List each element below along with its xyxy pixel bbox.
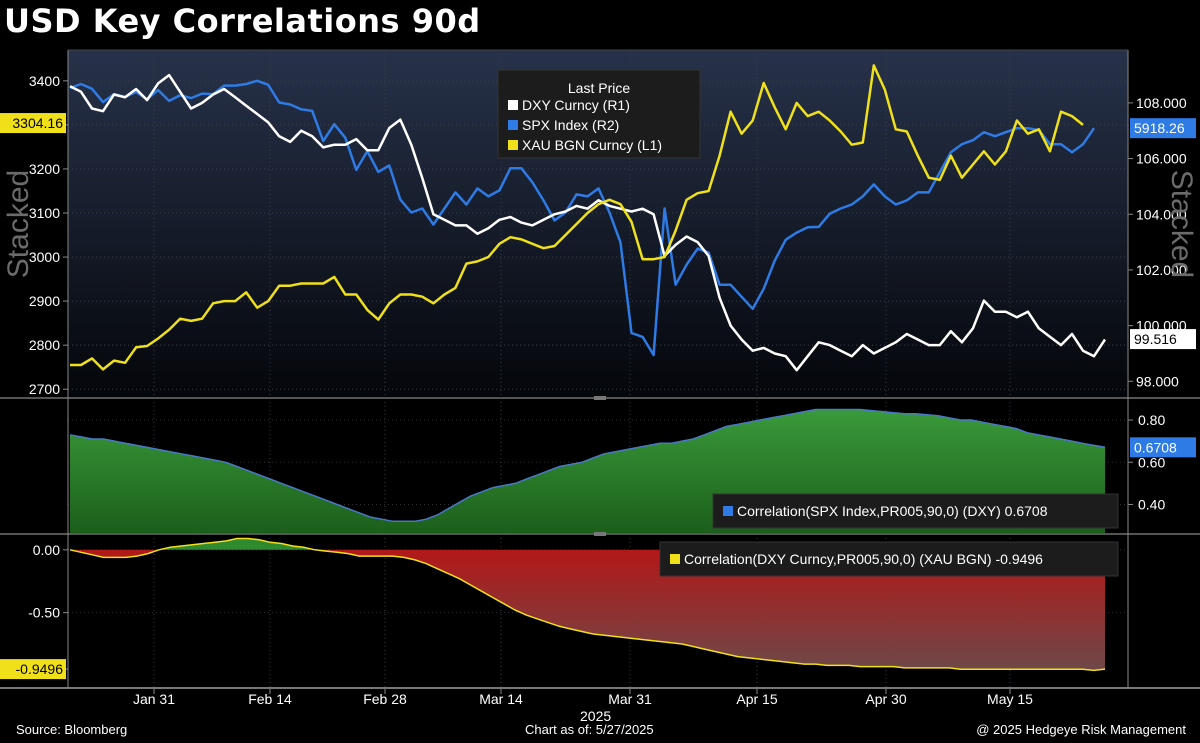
left-tick-label: 3000 <box>29 249 60 265</box>
series-line-spx <box>69 79 1096 357</box>
legend-title: Last Price <box>568 80 630 96</box>
xau-corr-last-value-tag: -0.9496 <box>0 659 66 680</box>
left-axis-label: Stacked <box>2 170 35 278</box>
left-tick-label: 3400 <box>29 73 60 89</box>
legend-label-xau-corr: Correlation(DXY Curncy,PR005,90,0) (XAU … <box>684 551 1043 567</box>
legend-swatch-spx <box>508 120 518 130</box>
x-tick-label: Apr 15 <box>736 691 777 707</box>
xau-corr-last-value-tag-text: -0.9496 <box>16 661 64 677</box>
source-note: Source: Bloomberg <box>16 722 128 737</box>
xau-corr-positive-area <box>70 538 1105 550</box>
x-tick-label: Mar 14 <box>479 691 523 707</box>
left-tick-label: 3200 <box>29 161 60 177</box>
spx-corr-line <box>69 408 1106 523</box>
legend-swatch-xau <box>508 140 518 150</box>
spx-corr-last-value-tag: 0.6708 <box>1130 437 1196 458</box>
xau-last-value-tag-text: 3304.16 <box>12 115 63 131</box>
spx-last-value-tag: 5918.26 <box>1130 118 1196 139</box>
spx-corr-legend: Correlation(SPX Index,PR005,90,0) (DXY) … <box>712 493 1119 529</box>
copyright-note: @ 2025 Hedgeye Risk Management <box>976 722 1186 737</box>
chart-as-of-note: Chart as of: 5/27/2025 <box>525 722 654 737</box>
xau-last-value-tag-bg <box>0 113 66 134</box>
spx-corr-tick-label: 0.60 <box>1138 454 1165 470</box>
spx-last-value-tag-bg <box>1130 118 1196 139</box>
x-tick-label: Jan 31 <box>133 691 175 707</box>
xau-corr-line <box>69 537 1106 672</box>
spx-corr-last-value-tag-text: 0.6708 <box>1134 439 1177 455</box>
panel-resize-handle[interactable] <box>594 396 606 400</box>
dxy-last-value-tag-text: 99.516 <box>1134 331 1177 347</box>
right-tick-label: 98.000 <box>1136 373 1179 389</box>
spx-last-value-tag-text: 5918.26 <box>1134 120 1185 136</box>
left-tick-label: 2700 <box>29 381 60 397</box>
series-line-dxy <box>69 73 1107 372</box>
left-tick-label: 3100 <box>29 205 60 221</box>
legend-label-spx: SPX Index (R2) <box>522 117 619 133</box>
dxy-last-value-tag: 99.516 <box>1130 329 1196 350</box>
legend-label-xau: XAU BGN Curncy (L1) <box>522 137 662 153</box>
right-axis-label: Stacked <box>1165 170 1198 278</box>
legend-label-dxy: DXY Curncy (R1) <box>522 97 630 113</box>
xau-corr-tick-label: 0.00 <box>33 542 60 558</box>
left-tick-label: 2800 <box>29 337 60 353</box>
series-line-xau <box>70 64 1084 371</box>
x-tick-label: Mar 31 <box>608 691 652 707</box>
right-tick-label: 102.000 <box>1136 262 1187 278</box>
price-legend: Last Price DXY Curncy (R1) SPX Index (R2… <box>497 69 701 159</box>
left-tick-label: 2900 <box>29 293 60 309</box>
right-tick-label: 106.000 <box>1136 151 1187 167</box>
spx-corr-tick-label: 0.40 <box>1138 496 1165 512</box>
legend-swatch-dxy <box>508 100 518 110</box>
right-tick-label: 104.000 <box>1136 206 1187 222</box>
xau-corr-tick-label: -0.50 <box>28 605 60 621</box>
x-tick-label: May 15 <box>987 691 1033 707</box>
legend-label-spx-corr: Correlation(SPX Index,PR005,90,0) (DXY) … <box>737 503 1048 519</box>
legend-swatch-spx-corr <box>723 506 733 516</box>
chart-title: USD Key Correlations 90d <box>4 2 481 40</box>
x-tick-label: Feb 14 <box>248 691 292 707</box>
x-axis-year-label: 2025 <box>580 708 612 724</box>
xau-corr-legend: Correlation(DXY Curncy,PR005,90,0) (XAU … <box>659 541 1119 577</box>
right-tick-label: 108.000 <box>1136 95 1187 111</box>
legend-swatch-xau-corr <box>670 554 680 564</box>
x-tick-label: Apr 30 <box>865 691 906 707</box>
xau-corr-last-value-tag-bg <box>0 659 66 680</box>
xau-corr-negative-area <box>70 549 1105 671</box>
dxy-last-value-tag-bg <box>1130 329 1196 350</box>
x-tick-label: Feb 28 <box>363 691 407 707</box>
xau-last-value-tag: 3304.16 <box>0 113 66 134</box>
panel-resize-handle[interactable] <box>594 532 606 536</box>
spx-corr-tick-label: 0.80 <box>1138 412 1165 428</box>
spx-corr-last-value-tag-bg <box>1130 437 1196 458</box>
